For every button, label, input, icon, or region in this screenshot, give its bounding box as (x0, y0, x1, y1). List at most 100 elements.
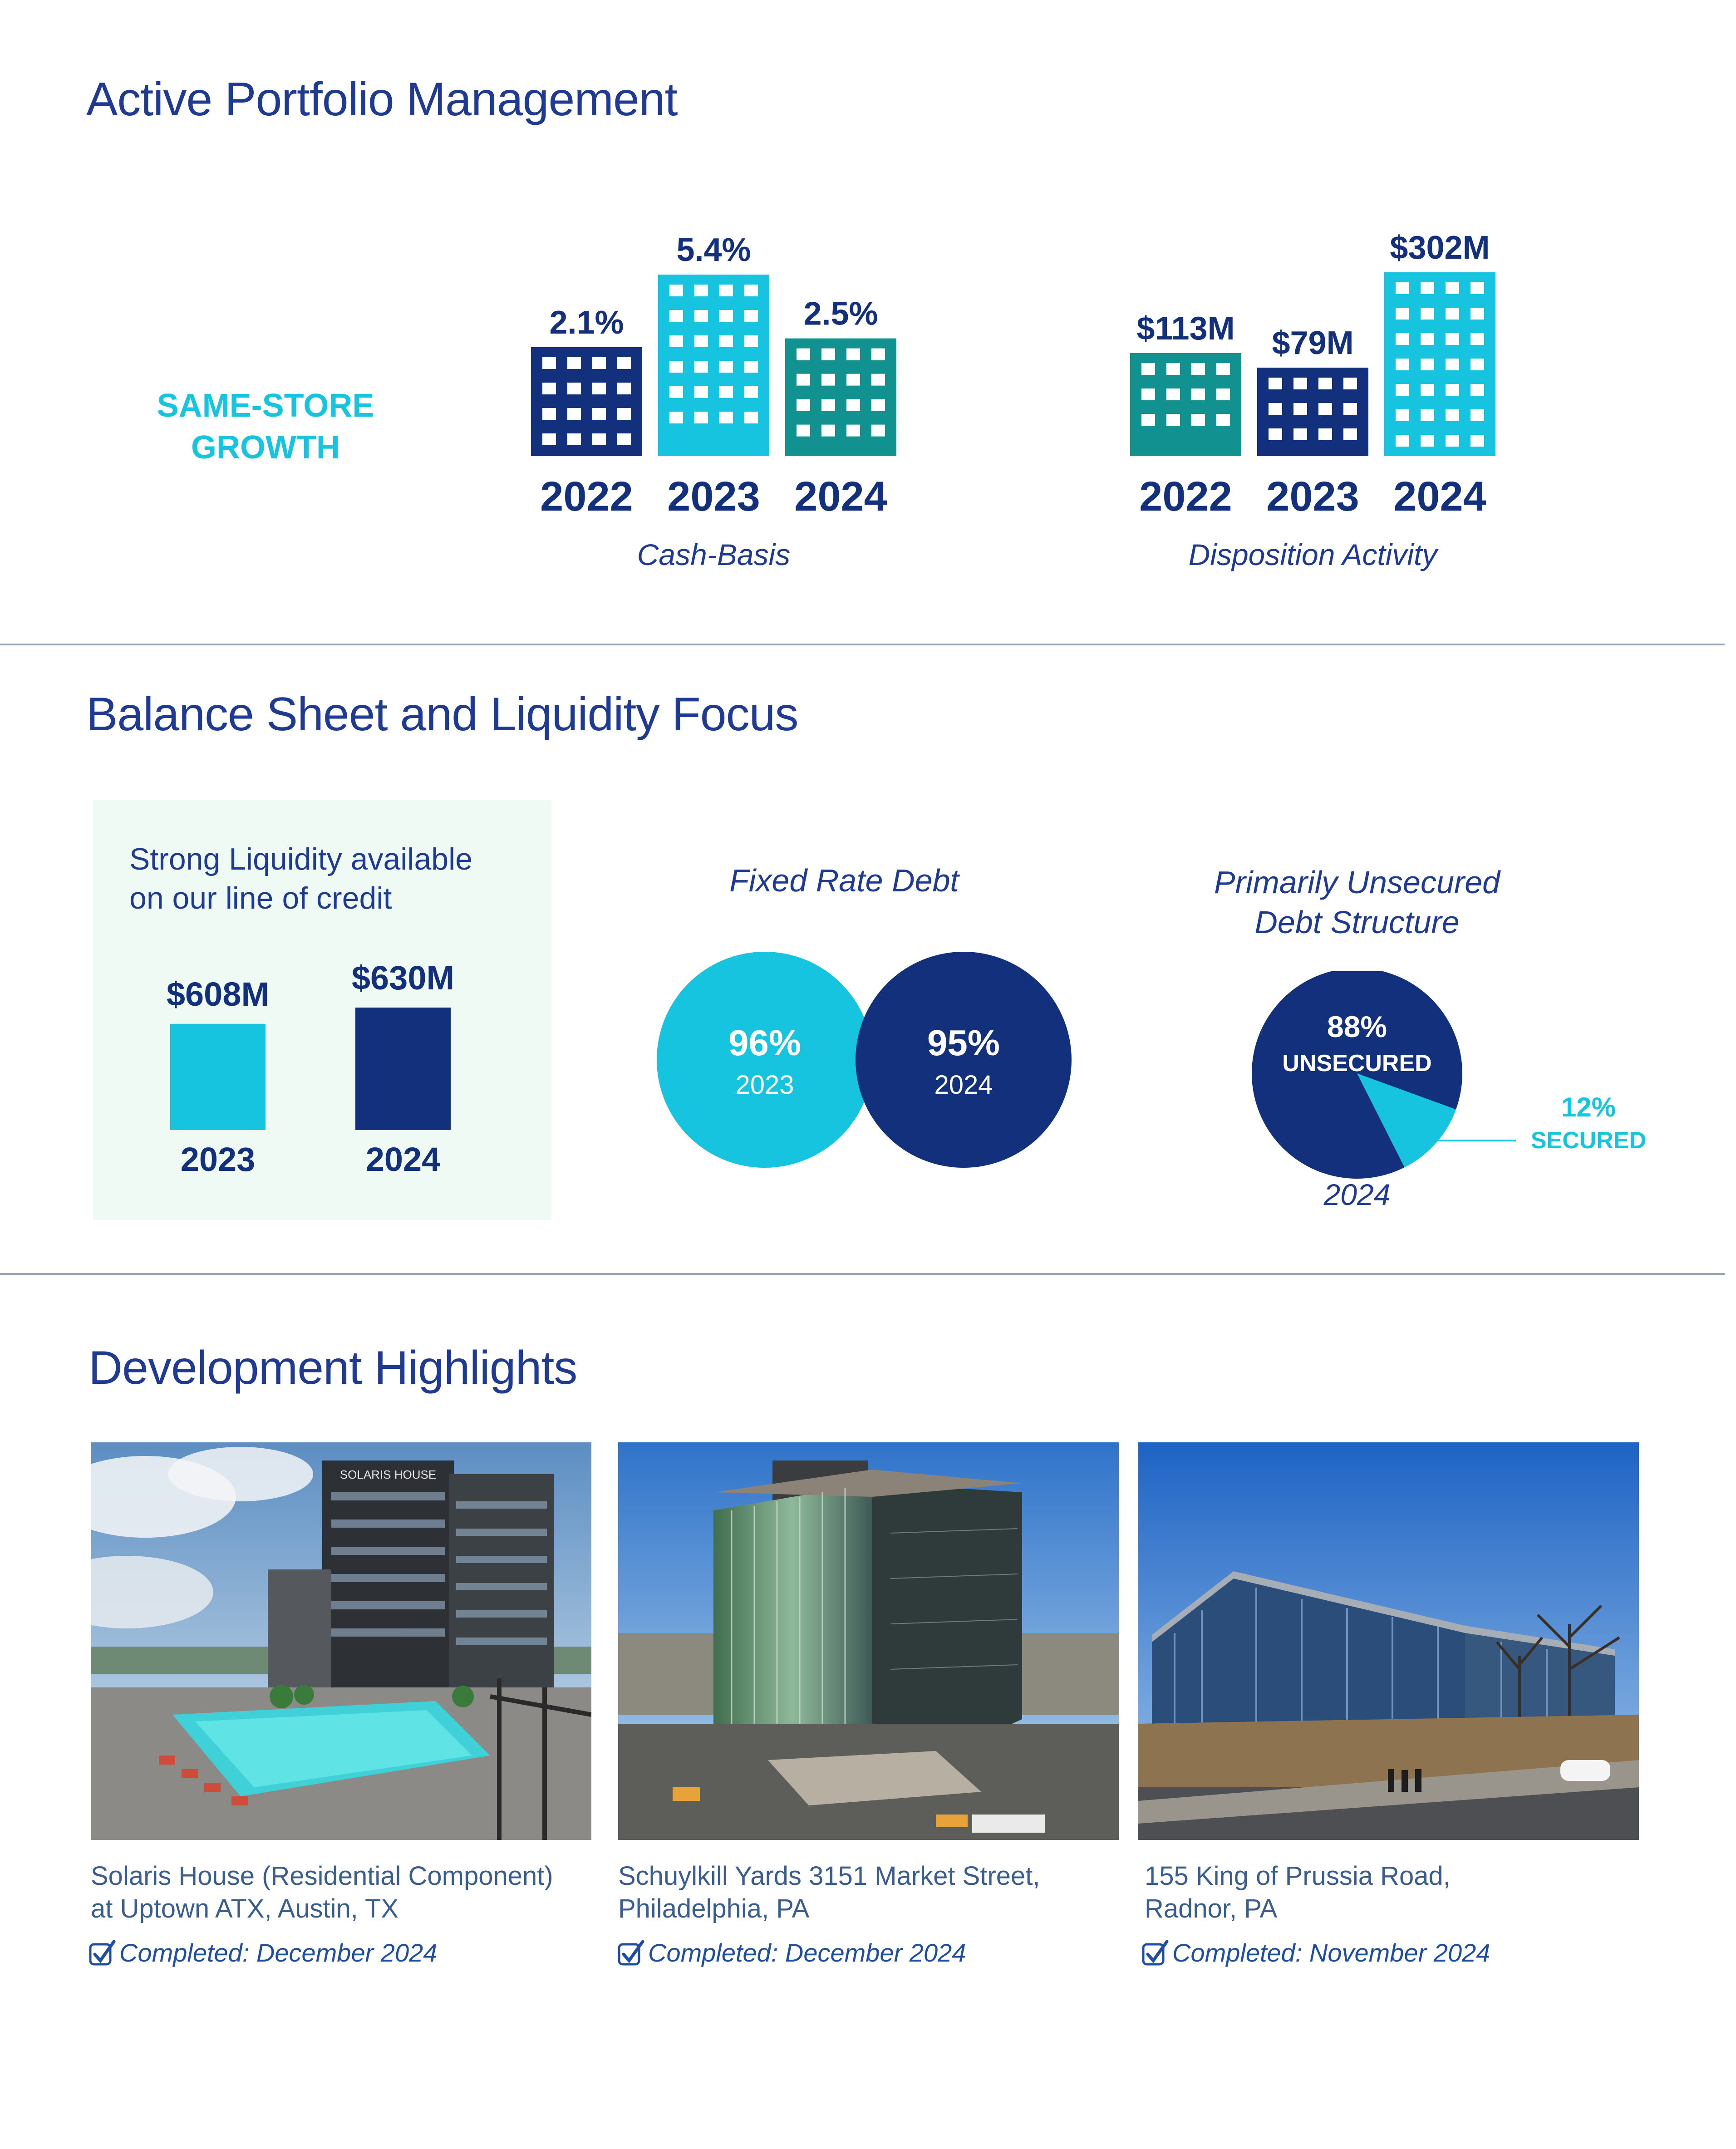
section-title-balance: Balance Sheet and Liquidity Focus (86, 688, 798, 741)
bar-window (1141, 413, 1155, 426)
bar-window (1421, 359, 1434, 370)
bar-window (1396, 435, 1409, 447)
bar-window (542, 408, 556, 420)
bar-window (1343, 403, 1357, 415)
building-bar (1257, 368, 1368, 456)
project-status-text: Completed: December 2024 (648, 1938, 966, 1967)
bar-window (567, 408, 581, 420)
bar-value-label: 5.4% (676, 232, 751, 268)
building-sign: SOLARIS HOUSE (340, 1468, 436, 1481)
liquidity-year-label: 2023 (181, 1141, 256, 1178)
liquidity-panel (93, 800, 551, 1220)
bar-window (846, 374, 860, 386)
bar-window (871, 374, 885, 386)
bar-window (567, 357, 581, 369)
project-status-text: Completed: November 2024 (1172, 1938, 1490, 1967)
building-bar (1130, 353, 1241, 456)
bar-category-label: 2022 (1139, 473, 1232, 520)
chart-caption: Disposition Activity (1189, 538, 1439, 571)
bar-window (719, 335, 733, 347)
bar-window (617, 383, 631, 394)
unsecured-year: 2024 (1323, 1178, 1391, 1211)
bar-window (542, 357, 556, 369)
bar-value-label: $79M (1272, 325, 1353, 361)
bar-window (669, 361, 683, 373)
project-name-line1: Solaris House (Residential Component) (91, 1861, 553, 1891)
same-store-label-line1: SAME-STORE (157, 388, 374, 424)
bar-window (1191, 363, 1205, 375)
bar-window (744, 335, 758, 347)
photo-king-of-prussia (1138, 1442, 1639, 1840)
unsecured-percent: 88% (1327, 1010, 1387, 1043)
checkbox-check-icon (89, 1940, 116, 1966)
section-title-portfolio: Active Portfolio Management (86, 73, 678, 126)
bar-category-label: 2022 (540, 473, 633, 520)
bar-window (617, 433, 631, 445)
bar-window (694, 310, 708, 322)
bar-window (871, 399, 885, 411)
bar-window (1269, 378, 1282, 389)
unsecured-title-line1: Primarily Unsecured (1214, 865, 1500, 900)
bar-window (1421, 435, 1434, 447)
bar-window (694, 335, 708, 347)
bar-window (719, 310, 733, 322)
bar-window (744, 361, 758, 373)
bar-window (1446, 333, 1459, 345)
bar-category-label: 2023 (667, 473, 760, 520)
bar-window (1396, 384, 1409, 396)
secured-label: SECURED (1531, 1127, 1646, 1154)
liquidity-title-line1: Strong Liquidity available (129, 842, 473, 876)
bar-window (1470, 333, 1484, 345)
bar-window (694, 412, 708, 423)
liquidity-year-label: 2024 (366, 1141, 441, 1178)
bar-window (1446, 435, 1459, 447)
bar-window (1191, 413, 1205, 426)
bar-window (617, 357, 631, 369)
bar-window (846, 424, 860, 437)
bar-window (821, 374, 835, 386)
bar-window (744, 285, 758, 296)
liquidity-value-label: $630M (352, 959, 454, 997)
bar-window (871, 424, 885, 437)
project-name-line1: 155 King of Prussia Road, (1145, 1861, 1451, 1891)
bar-window (719, 412, 733, 423)
bar-window (1446, 308, 1459, 320)
bar-window (1166, 363, 1180, 375)
bar-category-label: 2024 (794, 473, 887, 520)
building-bar (531, 347, 642, 456)
disposition-chart: $113M 2022 $79M 2023 $302M 2024 Disposition Ac… (1130, 230, 1495, 571)
bar-window (1216, 388, 1230, 400)
bar-window (1318, 428, 1332, 440)
bar-window (1396, 308, 1409, 320)
bar-window (1421, 282, 1434, 294)
fixed-rate-percent: 95% (927, 1023, 1000, 1063)
bar-window (1191, 388, 1205, 400)
bar-window (744, 310, 758, 322)
bar-window (1421, 409, 1434, 421)
bar-window (1216, 363, 1230, 375)
bar-window (719, 386, 733, 398)
liquidity-title-line2: on our line of credit (129, 881, 392, 915)
bar-window (1269, 428, 1282, 440)
bar-window (1421, 384, 1434, 396)
bar-window (797, 348, 810, 360)
bar-window (797, 399, 810, 411)
bar-window (1446, 409, 1459, 421)
section-divider (0, 644, 1725, 645)
bar-window (797, 374, 810, 386)
photo-solaris-house: SOLARIS HOUSE (91, 1442, 591, 1840)
bar-window (821, 399, 835, 411)
bar-window (1166, 413, 1180, 426)
checkbox-check-icon (618, 1940, 644, 1966)
bar-window (1470, 384, 1484, 396)
bar-window (669, 335, 683, 347)
bar-window (592, 383, 606, 394)
unsecured-title: Primarily Unsecured Debt Structure (1153, 862, 1561, 942)
project-name-line2: Radnor, PA (1145, 1894, 1278, 1923)
liquidity-title: Strong Liquidity available on our line o… (129, 840, 472, 918)
bar-window (1470, 308, 1484, 320)
bar-window (719, 361, 733, 373)
bar-window (871, 348, 885, 360)
fixed-rate-percent: 96% (728, 1023, 801, 1063)
